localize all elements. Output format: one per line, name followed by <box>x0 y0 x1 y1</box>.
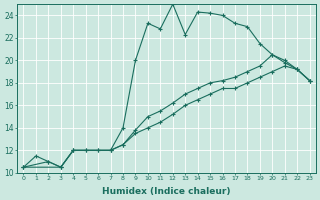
X-axis label: Humidex (Indice chaleur): Humidex (Indice chaleur) <box>102 187 231 196</box>
